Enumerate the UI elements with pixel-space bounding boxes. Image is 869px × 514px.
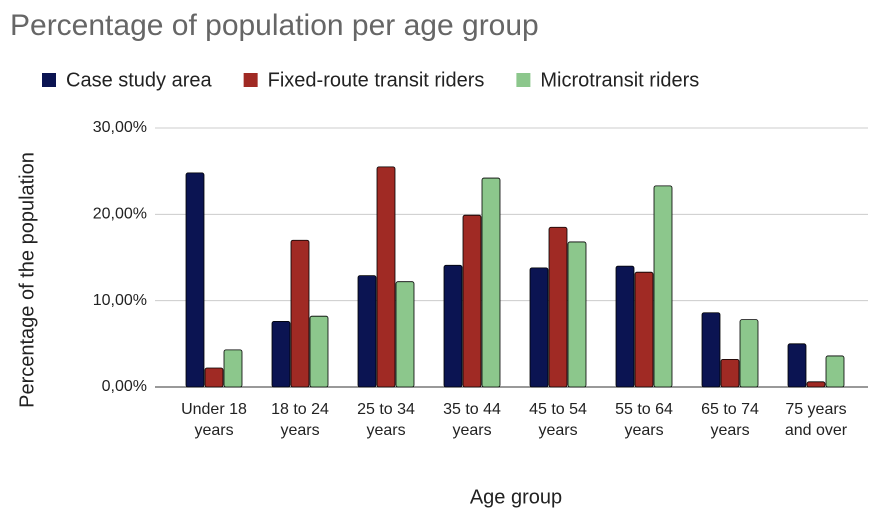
x-axis-label: Age group [470,486,562,508]
bar [720,358,740,388]
x-tick-label: 18 to 24 years [271,401,329,439]
bar [443,264,463,388]
y-tick-label: 20,00% [93,206,147,223]
bar [185,172,205,388]
legend-label: Fixed-route transit riders [268,69,485,91]
legend-label: Microtransit riders [540,69,699,91]
x-tick-label: 55 to 64 years [615,401,673,439]
bar [357,275,377,388]
x-tick-label: 25 to 34 years [357,401,415,439]
bar [701,312,721,388]
bar [376,166,396,388]
y-tick-label: 30,00% [93,119,147,136]
legend-swatch [42,73,56,87]
bar [204,367,224,388]
legend-swatch [516,73,531,87]
bar [462,214,482,388]
x-tick-label: 75 years and over [784,401,848,439]
bar [787,343,807,388]
bar [653,185,673,388]
bar [481,177,501,388]
bar [634,271,654,388]
bar [825,355,845,388]
bar [615,265,635,388]
bar [548,226,568,388]
bar [271,320,291,388]
bar [739,319,759,388]
bar [567,241,587,388]
y-tick-label: 10,00% [93,292,147,309]
bar [529,267,549,388]
bar [223,349,243,388]
x-tick-label: 65 to 74 years [701,401,759,439]
bar [395,281,415,388]
y-tick-label: 0,00% [102,378,147,395]
x-tick-label: Under 18 years [181,401,247,439]
legend-swatch [243,73,258,87]
bar [309,315,329,388]
x-tick-label: 35 to 44 years [443,401,501,439]
y-axis-label: Percentage of the population [16,152,38,408]
chart-title: Percentage of population per age group [10,9,539,42]
legend-label: Case study area [66,69,213,91]
x-tick-label: 45 to 54 years [529,401,587,439]
bar [290,239,310,388]
bar [806,381,826,388]
